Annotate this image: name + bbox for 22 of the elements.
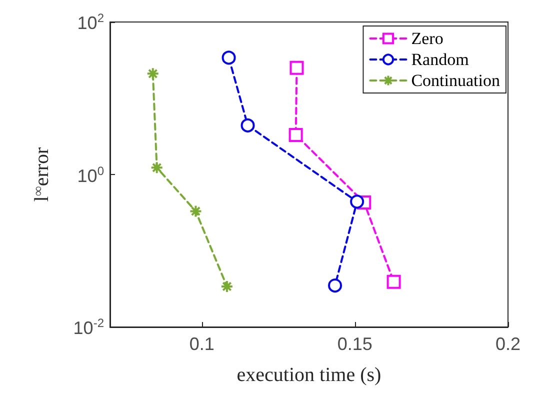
point [222, 50, 236, 65]
point [386, 274, 401, 289]
point [146, 67, 160, 80]
x-axis-title: execution time (s) [236, 364, 382, 386]
y-axis-title: l∞error [31, 146, 53, 202]
point [150, 161, 164, 174]
y-tick-label: 10$^{0}$ [77, 164, 104, 186]
point [240, 118, 255, 132]
point [290, 60, 304, 75]
x-tick-label: 0.15 [337, 334, 372, 354]
x-tick-label: 0.2 [495, 334, 521, 354]
legend-label: Random [411, 50, 469, 69]
y-tick-label: 10$^{-2}$ [73, 316, 104, 338]
legend-label: Continuation [411, 71, 500, 90]
point [189, 204, 202, 218]
point [328, 278, 342, 293]
legend-label: Zero [411, 29, 444, 48]
x-tick-label: 0.1 [189, 334, 214, 354]
y-tick-label: 10$^{2}$ [77, 11, 104, 33]
point [350, 194, 364, 209]
point [220, 280, 234, 293]
point [288, 128, 303, 142]
